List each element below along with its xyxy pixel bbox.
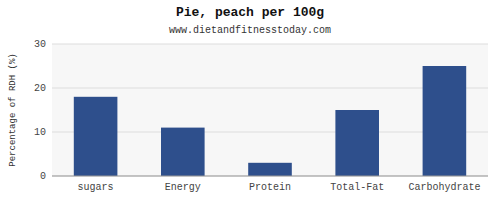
x-tick-label: Energy (165, 182, 201, 193)
x-tick-label: Protein (249, 182, 291, 193)
grid-line (52, 44, 488, 45)
bar (161, 128, 205, 176)
y-tick-label: 0 (40, 171, 46, 182)
bar (335, 110, 379, 176)
plot-background (52, 44, 488, 176)
x-tick-label: Carbohydrate (408, 182, 480, 193)
y-tick-label: 10 (34, 127, 46, 138)
x-axis-line (52, 176, 488, 177)
subtitle: www.dietandfitnesstoday.com (169, 25, 331, 36)
bar (74, 97, 118, 176)
bar (423, 66, 467, 176)
y-tick-label: 30 (34, 39, 46, 50)
grid-line (52, 176, 488, 177)
bar (248, 163, 292, 176)
y-tick-label: 20 (34, 83, 46, 94)
y-axis-label: Percentage of RDH (%) (8, 53, 18, 166)
chart-svg: 0 10 20 30 sugars Energy Protein Total-Fat Carbo… (0, 0, 500, 200)
x-tick-label: Total-Fat (330, 182, 384, 193)
x-tick-label: sugars (78, 182, 114, 193)
chart-container: 0 10 20 30 sugars Energy Protein Total-Fat Carbo… (0, 0, 500, 200)
title: Pie, peach per 100g (176, 5, 324, 20)
bars (74, 66, 466, 176)
